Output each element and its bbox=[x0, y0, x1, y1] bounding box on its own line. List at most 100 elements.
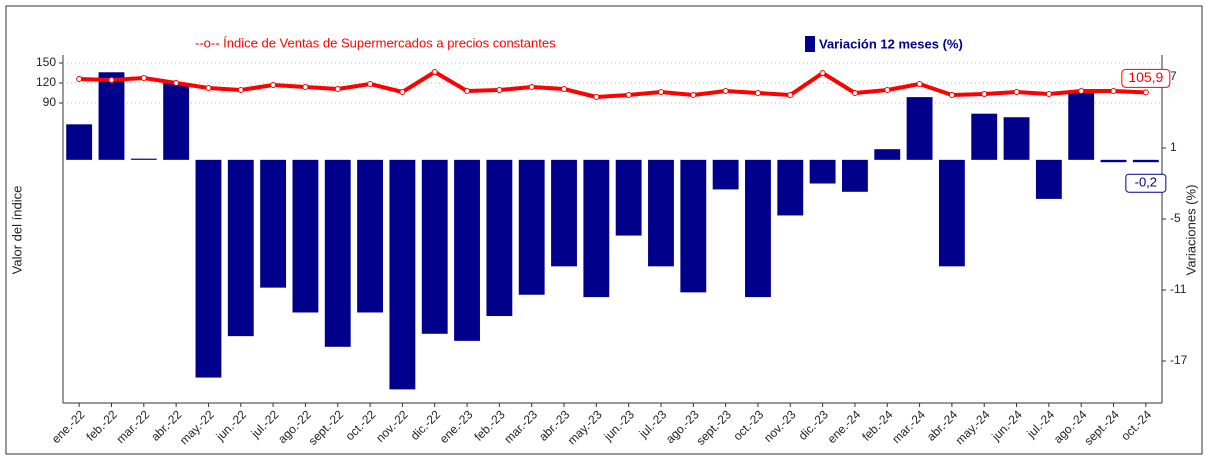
line-point bbox=[496, 87, 503, 93]
bar bbox=[421, 159, 448, 334]
line-point bbox=[1142, 89, 1149, 96]
value-label: -0,2 bbox=[1135, 175, 1157, 190]
frame bbox=[5, 5, 1203, 455]
y-tick-label: 150 bbox=[36, 55, 56, 69]
x-tick-label: jun.-23 bbox=[600, 407, 637, 444]
x-tick-label: ene.-23 bbox=[437, 407, 476, 446]
bar bbox=[454, 159, 480, 341]
bar bbox=[583, 159, 610, 298]
line-point bbox=[173, 80, 180, 86]
line-point bbox=[431, 69, 438, 75]
bar bbox=[260, 159, 287, 288]
line-point bbox=[399, 89, 406, 95]
line-point bbox=[657, 89, 664, 95]
value-label: 105,9 bbox=[1128, 69, 1163, 85]
legend-swatch bbox=[805, 36, 815, 52]
x-tick-label: sept.-24 bbox=[1081, 407, 1122, 448]
bar bbox=[163, 82, 190, 160]
line-point bbox=[722, 88, 729, 94]
bar bbox=[357, 159, 384, 313]
bar bbox=[615, 159, 642, 236]
bar bbox=[777, 159, 804, 216]
line-point bbox=[948, 92, 955, 98]
bar bbox=[938, 159, 965, 267]
bar bbox=[874, 149, 901, 160]
x-tick-label: sept.-23 bbox=[693, 407, 734, 448]
line-point bbox=[1078, 88, 1085, 94]
bar bbox=[1003, 117, 1030, 160]
y2-tick-label: -11 bbox=[1170, 282, 1187, 296]
bar bbox=[324, 159, 351, 347]
line-point bbox=[237, 87, 244, 93]
x-tick-label: ene.-24 bbox=[825, 407, 864, 446]
bar bbox=[130, 158, 157, 160]
x-tick-label: oct.-23 bbox=[730, 407, 766, 443]
line-point bbox=[270, 82, 277, 88]
line-point bbox=[593, 94, 600, 100]
line-point bbox=[1045, 91, 1052, 97]
line-point bbox=[981, 91, 988, 97]
line-point bbox=[528, 84, 535, 90]
bar bbox=[98, 72, 125, 160]
x-tick-label: may.-23 bbox=[565, 407, 605, 447]
bar bbox=[389, 159, 416, 390]
x-tick-label: may.-24 bbox=[953, 407, 993, 447]
line-point bbox=[464, 88, 471, 94]
x-tick-label: jun.-22 bbox=[213, 407, 250, 444]
y2-axis-label: Variaciones (%) bbox=[1183, 185, 1198, 276]
bar bbox=[486, 159, 513, 317]
bar bbox=[712, 159, 739, 190]
x-tick-label: may.-22 bbox=[177, 407, 217, 447]
bar bbox=[906, 97, 933, 160]
line-point bbox=[851, 90, 858, 96]
x-tick-label: mar.-22 bbox=[114, 407, 153, 446]
y2-tick-label: -17 bbox=[1170, 353, 1188, 367]
line-point bbox=[561, 86, 568, 92]
bar bbox=[195, 159, 222, 378]
y2-tick-label: 7 bbox=[1170, 69, 1177, 83]
line-point bbox=[819, 70, 826, 76]
bar bbox=[1132, 159, 1159, 163]
bar bbox=[971, 113, 998, 160]
line-point bbox=[625, 92, 632, 98]
x-tick-label: nov.-22 bbox=[373, 407, 411, 445]
x-tick-label: jun.-24 bbox=[988, 407, 1025, 444]
line-point bbox=[108, 77, 115, 83]
bar bbox=[292, 159, 319, 313]
x-tick-label: oct.-22 bbox=[343, 407, 379, 443]
y-tick-label: 90 bbox=[43, 95, 57, 109]
line-point bbox=[1013, 89, 1020, 95]
x-tick-label: oct.-24 bbox=[1118, 407, 1154, 443]
line-point bbox=[76, 76, 83, 82]
bar bbox=[1068, 92, 1095, 160]
x-tick-label: mar.-23 bbox=[501, 407, 540, 446]
bar bbox=[680, 159, 707, 293]
line-point bbox=[205, 85, 212, 91]
y-tick-label: 120 bbox=[36, 75, 56, 89]
x-tick-label: nov.-23 bbox=[761, 407, 799, 445]
y-axis-label: Valor del índice bbox=[9, 186, 24, 275]
value-label-box bbox=[1125, 173, 1167, 193]
bar bbox=[809, 159, 836, 184]
line-point bbox=[1110, 88, 1117, 94]
bar bbox=[551, 159, 577, 267]
line-point bbox=[754, 90, 761, 96]
x-tick-label: sept.-22 bbox=[306, 407, 347, 448]
line-point bbox=[787, 92, 794, 98]
bar bbox=[745, 159, 771, 298]
bar bbox=[1035, 159, 1062, 199]
bar bbox=[227, 159, 254, 337]
legend-line: --o-- Índice de Ventas de Supermercados … bbox=[195, 35, 556, 50]
y2-tick-label: 1 bbox=[1170, 140, 1177, 154]
line-point bbox=[367, 81, 374, 87]
line bbox=[79, 70, 1146, 99]
x-tick-label: ene.-22 bbox=[49, 407, 88, 446]
bar bbox=[66, 124, 93, 160]
line-point bbox=[334, 86, 341, 92]
line-point bbox=[884, 87, 891, 93]
bar bbox=[518, 159, 545, 295]
line-point bbox=[916, 81, 923, 87]
y2-tick-label: -5 bbox=[1170, 211, 1181, 225]
line-point bbox=[140, 75, 147, 81]
